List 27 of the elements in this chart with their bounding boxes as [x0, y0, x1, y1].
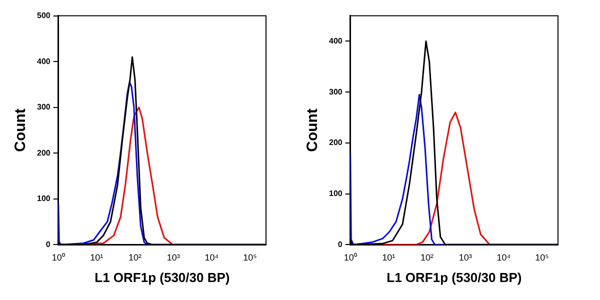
- y-tick-label: 0: [46, 240, 51, 249]
- x-tick-label: 10¹: [90, 252, 104, 262]
- x-axis-title: L1 ORF1p (530/30 BP): [94, 270, 230, 285]
- y-tick-label: 0: [338, 240, 343, 249]
- y-axis-title: Count: [304, 108, 322, 152]
- y-tick-label: 100: [36, 194, 51, 204]
- y-tick-label: 400: [328, 36, 343, 46]
- y-tick-label: 300: [36, 102, 51, 112]
- x-tick-label: 10⁵: [243, 252, 258, 262]
- y-tick-label: 200: [328, 138, 343, 148]
- x-tick-label: 10¹: [382, 252, 396, 262]
- y-axis-title: Count: [12, 108, 30, 152]
- y-tick-label: 200: [36, 148, 51, 158]
- y-tick-label: 100: [328, 188, 343, 198]
- x-tick-label: 10⁵: [535, 252, 550, 262]
- x-tick-label: 10⁴: [204, 252, 219, 262]
- y-tick-label: 500: [36, 11, 51, 20]
- x-tick-label: 10³: [166, 252, 180, 262]
- x-tick-label: 10⁴: [496, 252, 511, 262]
- x-tick-label: 10³: [458, 252, 472, 262]
- y-tick-label: 400: [36, 56, 51, 66]
- x-tick-label: 10²: [128, 252, 142, 262]
- x-tick-label: 10²: [420, 252, 434, 262]
- y-tick-label: 300: [328, 87, 343, 96]
- x-tick-label: 10⁰: [52, 252, 65, 262]
- x-tick-label: 10⁰: [344, 252, 357, 262]
- x-axis-title: L1 ORF1p (530/30 BP): [386, 270, 522, 285]
